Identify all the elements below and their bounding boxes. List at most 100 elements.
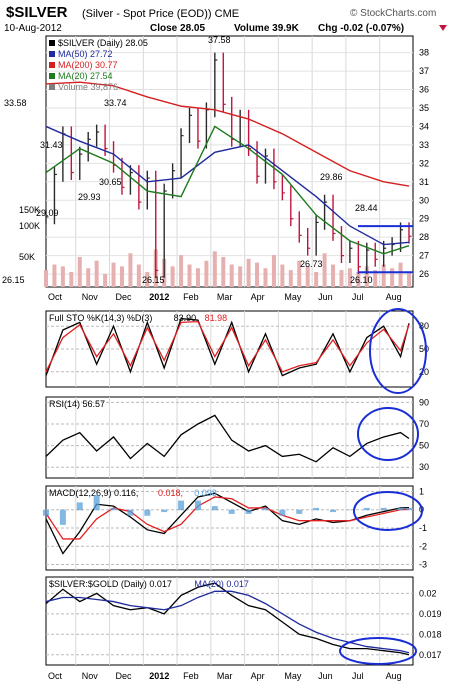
volume-bar: [145, 272, 150, 287]
volume-bar: [305, 266, 310, 287]
price-tick-label: 32: [419, 158, 429, 168]
macd-histogram-bar: [245, 509, 252, 514]
price-annotation: 29.86: [320, 172, 343, 182]
volume-bar: [77, 257, 82, 287]
price-annotation: 30.65: [99, 177, 122, 187]
indicator-tick-label: 20: [419, 367, 429, 377]
macd-histogram-bar: [211, 506, 218, 511]
indicator-tick-label: 70: [419, 419, 429, 429]
indicator-tick-label: 80: [419, 321, 429, 331]
indicator-legend-label: 0.098: [194, 488, 217, 498]
volume-bar: [238, 266, 243, 287]
volume-bar: [364, 266, 369, 287]
price-annotation: 37.58: [208, 35, 231, 45]
indicator-tick-label: 30: [419, 462, 429, 472]
volume-bar: [221, 257, 226, 287]
volume-bar: [69, 272, 74, 287]
volume-bar: [60, 266, 65, 287]
indicator-legend-label: $SILVER:$GOLD (Daily) 0.017: [49, 579, 172, 589]
indicator-legend-label: RSI(14) 56.57: [49, 399, 105, 409]
price-tick-label: 36: [419, 85, 429, 95]
annotation-circle-macd: [353, 491, 423, 531]
price-annotation: 26.15: [2, 275, 25, 285]
macd-histogram-bar: [161, 509, 168, 513]
macd-histogram-bar: [127, 509, 134, 516]
volume-bar: [356, 272, 361, 287]
legend-label: MA(200) 30.77: [58, 60, 118, 70]
close-label: Close 28.05: [150, 23, 205, 34]
volume-bar: [187, 264, 192, 287]
macd-histogram-bar: [330, 509, 337, 513]
indicator-legend-label: MA(20) 0.017: [194, 579, 249, 589]
volume-bar: [373, 270, 378, 287]
month-label: Dec: [116, 292, 133, 302]
ma200-line: [45, 81, 410, 187]
price-annotation: 26.15: [142, 275, 165, 285]
price-annotation: 29.09: [36, 208, 59, 218]
volume-bar: [314, 272, 319, 287]
indicator-legend-label: 81.98: [205, 313, 228, 323]
volume-bar: [297, 260, 302, 287]
indicator-tick-label: 0.018: [419, 629, 442, 639]
month-label: Jul: [352, 671, 364, 681]
volume-bar: [271, 255, 276, 287]
macd-histogram-bar: [346, 509, 353, 511]
month-label: Mar: [217, 671, 233, 681]
macd-histogram-bar: [228, 509, 235, 514]
macd-histogram-bar: [406, 507, 412, 511]
sto-d-line: [45, 320, 410, 373]
legend-label: $SILVER (Daily) 28.05: [58, 38, 148, 48]
month-label: Dec: [116, 671, 133, 681]
volume-bar: [331, 264, 336, 287]
indicator-tick-label: 0.019: [419, 609, 442, 619]
volume-bar: [128, 253, 133, 287]
month-label: Aug: [386, 292, 402, 302]
volume-bar: [246, 258, 251, 287]
down-arrow-icon: [439, 25, 447, 31]
volume-bar: [381, 264, 386, 287]
price-tick-label: 27: [419, 251, 429, 261]
month-label: Aug: [386, 671, 402, 681]
volume-bar: [170, 266, 175, 287]
ratio-line: [45, 582, 410, 656]
month-label: Oct: [48, 671, 63, 681]
annotation-circle-ratio: [339, 637, 417, 665]
volume-bar: [280, 264, 285, 287]
legend-label: MA(20) 27.54: [58, 71, 113, 81]
macd-histogram-bar: [178, 500, 185, 511]
ma20-line: [45, 125, 410, 255]
macd-histogram-bar: [76, 502, 83, 511]
month-label: 2012: [149, 671, 169, 681]
indicator-tick-label: 90: [419, 397, 429, 407]
month-label: Jun: [318, 292, 333, 302]
volume-bar: [212, 251, 217, 287]
price-annotation: 29.93: [78, 192, 101, 202]
change-label: Chg -0.02 (-0.07%): [318, 23, 404, 34]
volume-bar: [111, 262, 116, 287]
macd-histogram-bar: [59, 509, 66, 525]
volume-bar: [119, 266, 124, 287]
legend-swatch: [49, 62, 55, 68]
volume-bar: [288, 270, 293, 287]
macd-histogram-bar: [296, 509, 303, 514]
rsi-line: [45, 414, 410, 463]
volume-bar: [322, 253, 327, 287]
month-label: Apr: [251, 671, 265, 681]
volume-tick-label: 50K: [19, 252, 35, 262]
price-tick-label: 35: [419, 103, 429, 113]
price-tick-label: 37: [419, 66, 429, 76]
macd-histogram-bar: [262, 507, 269, 511]
price-annotation: 33.74: [104, 98, 127, 108]
volume-bar: [263, 268, 268, 287]
month-label: Apr: [251, 292, 265, 302]
month-label: Mar: [217, 292, 233, 302]
indicator-tick-label: 50: [419, 344, 429, 354]
volume-bar: [136, 264, 141, 287]
price-tick-label: 31: [419, 177, 429, 187]
price-tick-label: 26: [419, 269, 429, 279]
month-label: Jun: [318, 671, 333, 681]
legend-label: Volume 39,876: [58, 82, 118, 92]
volume-bar: [339, 270, 344, 287]
volume-bar: [407, 272, 411, 287]
